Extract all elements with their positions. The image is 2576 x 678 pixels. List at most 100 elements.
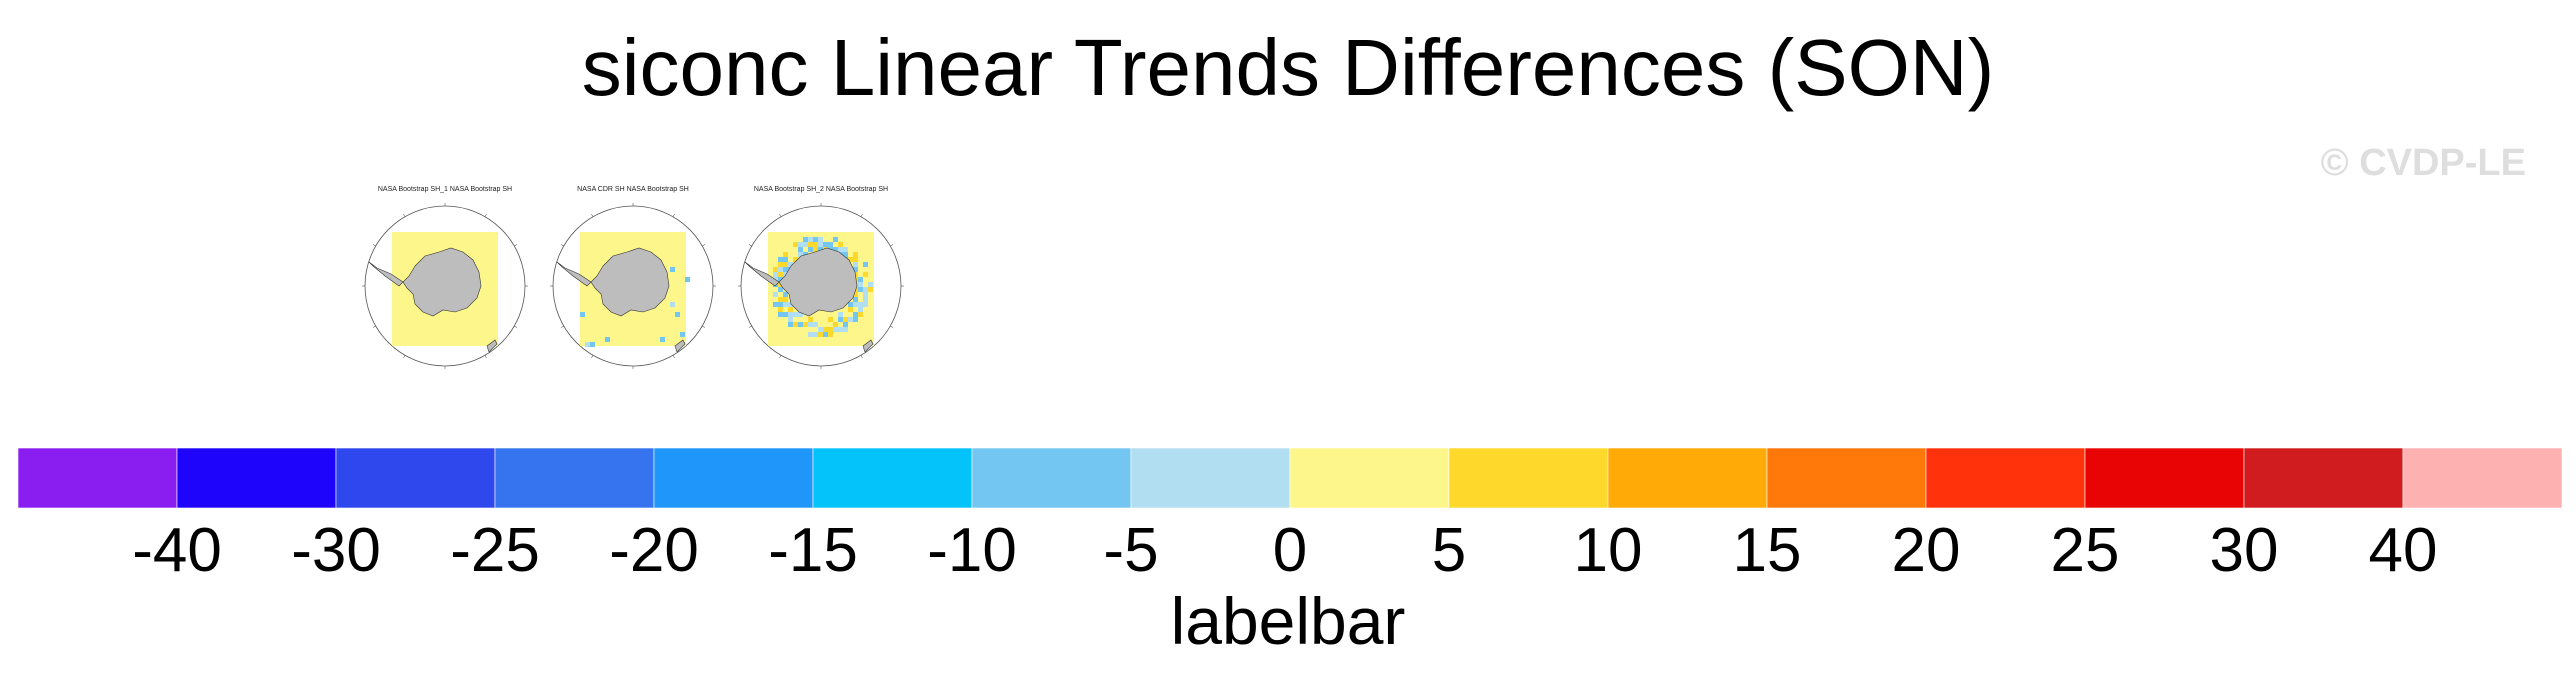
- trend-cell: [838, 242, 843, 247]
- labelbar-box-10: [1607, 448, 1768, 508]
- trend-cell: [680, 332, 685, 337]
- trend-cell: [818, 247, 823, 252]
- antarctica-landmass: [402, 247, 482, 317]
- trend-cell: [838, 317, 843, 322]
- labelbar-box-13: [2084, 448, 2245, 508]
- trend-cell: [778, 287, 783, 292]
- trend-cell: [823, 332, 828, 337]
- labelbar-tick-label: 0: [1272, 516, 1308, 585]
- trend-cell: [803, 237, 808, 242]
- map-panel-3: NASA Bootstrap SH_2 NASA Bootstrap SH: [731, 186, 911, 376]
- map-panel-3-svg: [738, 203, 904, 369]
- panel-title-3: NASA Bootstrap SH_2 NASA Bootstrap SH: [753, 186, 889, 193]
- chart-title: siconc Linear Trends Differences (SON): [581, 23, 1995, 112]
- trend-cell: [793, 257, 798, 262]
- trend-cell: [798, 252, 803, 257]
- trend-cell: [848, 257, 853, 262]
- labelbar-tick-label: -10: [927, 516, 1017, 585]
- longitude-tick: [591, 213, 594, 217]
- trend-cell: [853, 267, 858, 272]
- panel-title-2: NASA CDR SH NASA Bootstrap SH: [577, 186, 689, 193]
- labelbar-tick-label: -5: [1103, 516, 1159, 585]
- longitude-tick: [702, 244, 706, 247]
- trend-cell: [803, 242, 808, 247]
- trend-cell: [675, 312, 680, 317]
- longitude-tick: [560, 244, 564, 247]
- labelbar-box-11: [1766, 448, 1927, 508]
- map-panel-2: NASA CDR SH NASA Bootstrap SH: [543, 186, 723, 376]
- trend-cell: [803, 322, 808, 327]
- trend-cell: [778, 257, 783, 262]
- trend-cell: [853, 262, 858, 267]
- trend-cell: [798, 247, 803, 252]
- trend-cell: [798, 312, 803, 317]
- labelbar-tick-label: -20: [609, 516, 699, 585]
- trend-cell: [868, 282, 873, 287]
- trend-cell: [818, 332, 823, 337]
- trend-cell: [813, 247, 818, 252]
- labelbar-title: labelbar: [1170, 584, 1406, 658]
- trend-cell: [585, 342, 590, 347]
- labelbar-box-14: [2243, 448, 2404, 508]
- trend-cell: [853, 297, 858, 302]
- labelbar-box-9: [1448, 448, 1609, 508]
- trend-cell: [843, 327, 848, 332]
- trend-cell: [853, 292, 858, 297]
- longitude-tick: [748, 244, 752, 247]
- trend-cell: [783, 312, 788, 317]
- trend-cell: [828, 332, 833, 337]
- trend-cell: [823, 327, 828, 332]
- trend-cell: [788, 262, 793, 267]
- trend-cell: [605, 337, 610, 342]
- longitude-tick: [860, 213, 863, 217]
- trend-cell: [828, 242, 833, 247]
- trend-cell: [808, 247, 813, 252]
- labelbar-box-15: [2402, 448, 2562, 508]
- trend-cell: [788, 302, 793, 307]
- trend-cell: [838, 327, 843, 332]
- trend-cell: [863, 287, 868, 292]
- trend-cell: [778, 277, 783, 282]
- longitude-tick: [672, 355, 675, 359]
- labelbar-box-3: [494, 448, 655, 508]
- trend-cell: [783, 267, 788, 272]
- labelbar-box-4: [653, 448, 814, 508]
- trend-cell: [848, 302, 853, 307]
- antarctica-landmass: [778, 247, 858, 317]
- trend-cell: [670, 302, 675, 307]
- labelbar-tick-label: 5: [1431, 516, 1467, 585]
- trend-cell: [778, 302, 783, 307]
- trend-cell: [853, 257, 858, 262]
- labelbar-box-12: [1925, 448, 2086, 508]
- trend-cell: [848, 317, 853, 322]
- labelbar: [18, 448, 2562, 508]
- trend-cell: [773, 272, 778, 277]
- trend-cell: [773, 302, 778, 307]
- trend-cell: [788, 322, 793, 327]
- longitude-tick: [403, 213, 406, 217]
- trend-cell: [818, 237, 823, 242]
- trend-cell: [858, 302, 863, 307]
- new-zealand-landmass: [486, 339, 498, 353]
- trend-cell: [783, 297, 788, 302]
- longitude-tick: [748, 325, 752, 328]
- longitude-tick: [514, 325, 518, 328]
- trend-cell: [863, 292, 868, 297]
- trend-cell: [833, 322, 838, 327]
- trend-cell: [833, 327, 838, 332]
- labelbar-box-7: [1130, 448, 1291, 508]
- trend-cell: [778, 262, 783, 267]
- south-america-tip: [556, 261, 592, 287]
- longitude-tick: [779, 355, 782, 359]
- trend-cell: [778, 312, 783, 317]
- trend-cell: [778, 267, 783, 272]
- labelbar-tick-label: 15: [1732, 516, 1802, 585]
- trend-cell: [858, 287, 863, 292]
- labelbar-tick-label: 10: [1573, 516, 1643, 585]
- longitude-tick: [372, 325, 376, 328]
- trend-cell: [808, 237, 813, 242]
- labelbar-tick-label: 20: [1891, 516, 1961, 585]
- map-panel-2-svg: [550, 203, 716, 369]
- south-america-tip: [744, 261, 780, 287]
- trend-cell: [813, 242, 818, 247]
